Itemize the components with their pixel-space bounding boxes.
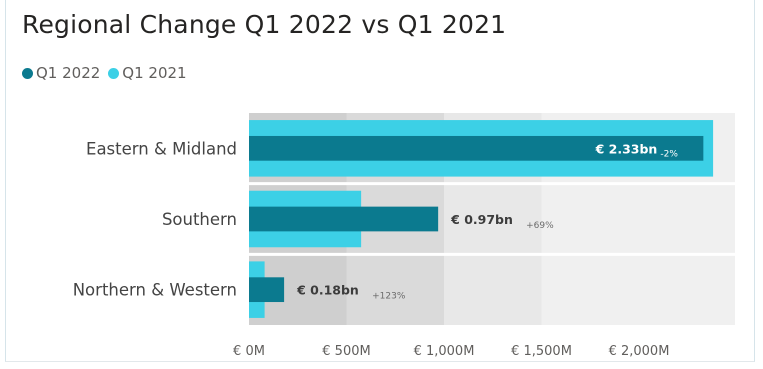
category-label: Eastern & Midland — [86, 139, 237, 158]
category-label: Northern & Western — [73, 281, 237, 300]
x-tick-label: € 2,000M — [609, 344, 670, 359]
bar-q1-2022 — [249, 135, 704, 161]
data-label-value: € 2.33bn — [595, 141, 658, 156]
bar-q1-2022 — [249, 277, 285, 303]
data-label-change: -2% — [660, 149, 678, 159]
data-label-value: € 0.18bn — [296, 283, 359, 298]
x-tick-label: € 1,000M — [414, 344, 475, 359]
chart-legend: Q1 2022 Q1 2021 — [22, 64, 187, 82]
data-label-change: +123% — [372, 292, 406, 302]
data-label-change: +69% — [526, 221, 554, 231]
category-label: Southern — [162, 210, 237, 229]
legend-item-q1-2021[interactable]: Q1 2021 — [108, 64, 187, 82]
legend-swatch-q1-2021 — [108, 67, 120, 79]
x-tick-label: € 500M — [322, 344, 370, 359]
bar-q1-2022 — [249, 206, 439, 232]
legend-label-q1-2021: Q1 2021 — [122, 64, 187, 82]
data-label-value: € 0.97bn — [450, 212, 513, 227]
x-tick-label: € 1,500M — [511, 344, 572, 359]
legend-swatch-q1-2022 — [22, 67, 33, 79]
legend-label-q1-2022: Q1 2022 — [36, 64, 101, 82]
legend-item-q1-2022[interactable]: Q1 2022 — [22, 64, 100, 82]
chart-title: Regional Change Q1 2022 vs Q1 2021 — [22, 10, 507, 39]
x-tick-label: € 0M — [233, 344, 265, 359]
